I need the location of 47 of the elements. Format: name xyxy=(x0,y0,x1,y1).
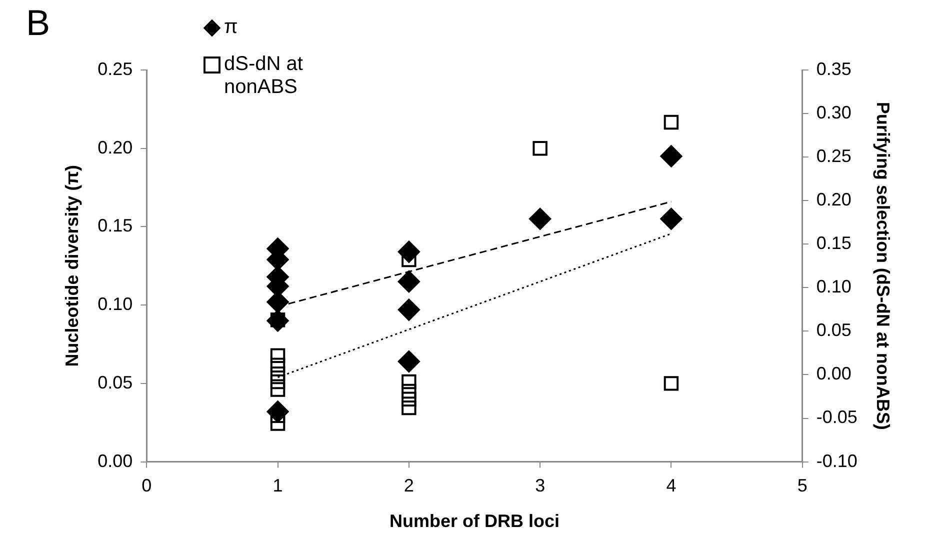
x-tick-label: 5 xyxy=(797,476,808,496)
x-tick-label: 3 xyxy=(535,476,546,496)
point xyxy=(270,416,286,431)
y-tick-label: 0.00 xyxy=(98,450,133,471)
point xyxy=(398,298,420,321)
x-axis-title: Number of DRB loci xyxy=(389,511,560,532)
x-tick-label: 4 xyxy=(666,476,676,496)
point xyxy=(660,145,682,168)
point xyxy=(270,374,286,390)
y2-axis-title: Purifying selection (dS-dN at nonABS) xyxy=(873,102,894,430)
point xyxy=(270,366,286,382)
x-tick-label: 0 xyxy=(142,476,152,496)
y-tick-label: 0.20 xyxy=(98,137,133,158)
y2-tick-label: 0.15 xyxy=(816,233,852,254)
legend-label: dS-dN at nonABS xyxy=(224,53,304,99)
y-tick-label: 0.15 xyxy=(98,216,133,236)
point xyxy=(664,114,679,130)
y-tick-label: 0.25 xyxy=(98,58,133,79)
point xyxy=(398,350,420,372)
text: B xyxy=(26,2,50,44)
y2-tick-label: 0.35 xyxy=(816,58,852,79)
point xyxy=(398,270,420,293)
y2-tick-label: 0.25 xyxy=(816,146,852,166)
point xyxy=(270,358,286,373)
y2-tick-label: 0.10 xyxy=(816,276,852,297)
point xyxy=(660,208,682,230)
y-tick-label: 0.10 xyxy=(98,294,133,314)
x-tick-label: 2 xyxy=(404,476,414,496)
x-tick-label: 1 xyxy=(272,476,283,496)
point xyxy=(664,376,679,391)
point xyxy=(402,392,416,406)
point xyxy=(402,400,416,416)
y-tick-label: 0.05 xyxy=(98,372,133,392)
y2-tick-label: 0.05 xyxy=(816,320,852,340)
y2-tick-label: -0.05 xyxy=(816,407,858,428)
point xyxy=(270,382,286,397)
point xyxy=(402,374,416,390)
y2-tick-label: 0.00 xyxy=(816,364,852,384)
point xyxy=(532,140,548,156)
point xyxy=(402,384,416,399)
legend-label: π xyxy=(224,16,238,39)
point xyxy=(270,348,286,363)
point xyxy=(529,208,552,230)
y2-tick-label: -0.10 xyxy=(816,450,858,471)
y2-tick-label: 0.30 xyxy=(816,102,852,122)
y-axis-title: Nucleotide diversity (π) xyxy=(62,164,82,367)
y2-tick-label: 0.20 xyxy=(816,190,852,210)
